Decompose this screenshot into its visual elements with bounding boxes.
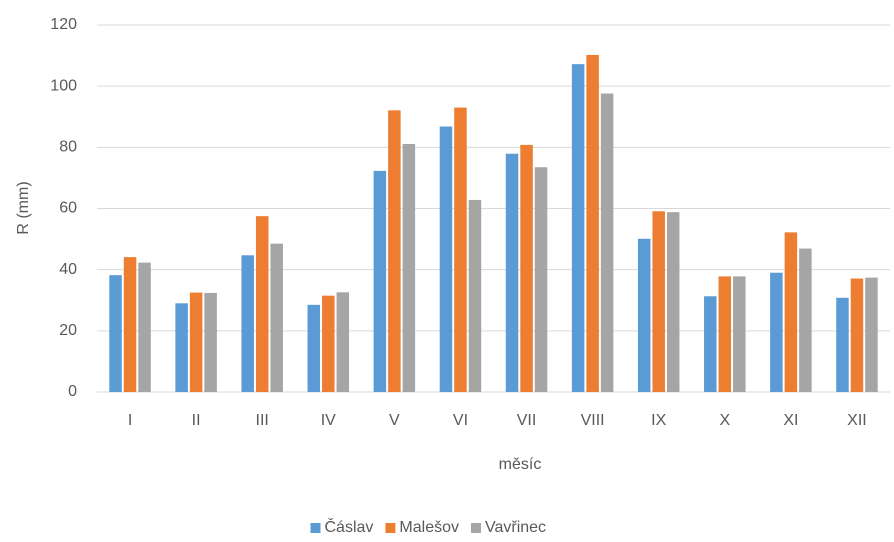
bar	[600, 93, 614, 393]
y-axis-label: R (mm)	[15, 181, 32, 234]
bar	[718, 276, 732, 392]
bar	[270, 243, 283, 392]
bar	[468, 199, 482, 392]
x-axis-label: měsíc	[499, 456, 542, 473]
bar	[505, 153, 519, 392]
bar	[189, 292, 203, 392]
x-tick-label: VIII	[581, 412, 605, 429]
bar	[388, 110, 401, 392]
bar	[586, 54, 599, 392]
x-tick-label: II	[192, 412, 201, 429]
bar	[704, 296, 717, 392]
bar	[307, 304, 321, 392]
legend-swatch	[385, 523, 396, 533]
bar	[733, 276, 746, 392]
bar	[454, 107, 467, 392]
y-tick-label: 40	[59, 261, 77, 278]
bar	[175, 303, 188, 392]
bar	[784, 232, 798, 392]
y-tick-label: 60	[59, 200, 77, 217]
x-tick-label: VI	[453, 412, 468, 429]
bar	[402, 143, 416, 392]
bar	[865, 277, 878, 392]
bar	[799, 248, 812, 392]
bar	[666, 212, 680, 392]
legend-label: Malešov	[399, 519, 459, 536]
bar	[373, 170, 387, 392]
legend-label: Vavřinec	[485, 519, 546, 536]
bar	[637, 238, 651, 392]
x-tick-label: XII	[847, 412, 867, 429]
bar	[255, 216, 269, 392]
x-tick-label: X	[719, 412, 730, 429]
bar	[534, 167, 548, 392]
legend-swatch	[470, 523, 481, 533]
bar	[109, 275, 122, 392]
bar	[204, 292, 217, 392]
x-tick-label: IV	[321, 412, 336, 429]
y-tick-label: 100	[50, 77, 77, 94]
bar	[836, 297, 849, 392]
bar	[322, 295, 335, 392]
x-tick-label: III	[256, 412, 269, 429]
bar	[336, 292, 350, 392]
x-tick-label: IX	[651, 412, 666, 429]
bar	[123, 257, 137, 392]
legend-label: Čáslav	[325, 517, 374, 536]
bar	[652, 211, 665, 392]
y-tick-label: 20	[59, 322, 77, 339]
y-tick-label: 80	[59, 139, 77, 156]
bar	[571, 64, 585, 392]
legend-swatch	[310, 523, 321, 533]
bar	[241, 255, 254, 392]
x-tick-label: V	[389, 412, 400, 429]
x-tick-label: I	[128, 412, 132, 429]
bar	[850, 278, 864, 392]
x-tick-label: VII	[517, 412, 537, 429]
y-tick-label: 0	[68, 383, 77, 400]
y-tick-label: 120	[50, 16, 77, 33]
bar	[439, 126, 453, 392]
x-tick-label: XI	[783, 412, 798, 429]
bar	[770, 272, 783, 392]
bar	[138, 262, 151, 392]
bar	[520, 144, 533, 392]
